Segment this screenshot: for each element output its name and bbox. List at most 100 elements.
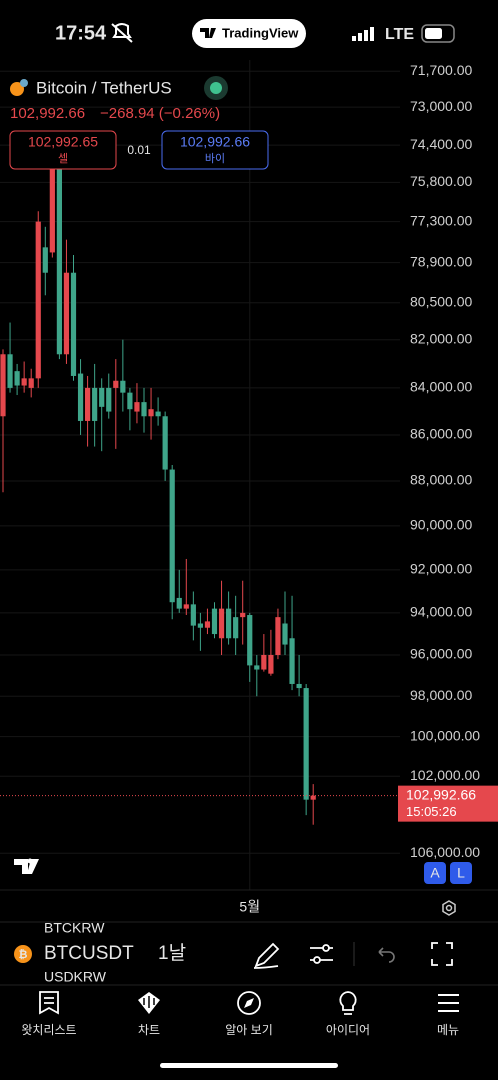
nav-label[interactable]: 왓치리스트 — [21, 1023, 76, 1037]
candle-body — [282, 623, 288, 645]
y-tick-label: 78,900.00 — [410, 253, 472, 269]
y-tick-label: 92,000.00 — [410, 561, 472, 577]
ideas-icon[interactable] — [339, 991, 357, 1015]
candle-body — [127, 392, 133, 410]
y-tick-label: 73,000.00 — [410, 98, 472, 114]
candle-body — [169, 469, 175, 603]
candle-body — [49, 169, 55, 253]
watermark-dot — [27, 858, 33, 864]
candles — [0, 134, 398, 825]
candle-body — [0, 354, 6, 417]
logo-text: TradingView — [222, 25, 299, 40]
nav-label[interactable]: 아이디어 — [326, 1023, 370, 1037]
y-tick-label: 94,000.00 — [410, 604, 472, 620]
candle-body — [42, 247, 48, 273]
indicators-icon[interactable] — [310, 944, 333, 964]
btc-icon — [10, 82, 24, 96]
candle-body — [197, 623, 203, 628]
candle-body — [63, 272, 70, 355]
y-tick-label: 90,000.00 — [410, 517, 472, 533]
y-tick-label: 82,000.00 — [410, 330, 472, 346]
y-tick-label: 71,700.00 — [410, 62, 472, 78]
watchlist-icon[interactable] — [39, 991, 59, 1015]
ghost-symbol: USDKRW — [44, 969, 107, 985]
candle-body — [56, 169, 62, 355]
buy-button[interactable] — [161, 130, 269, 170]
watermark — [14, 859, 39, 874]
ghost-symbol: BTCKRW — [44, 920, 105, 936]
y-tick-label: 106,000.00 — [410, 844, 480, 860]
sell-label: 셀 — [58, 152, 68, 165]
candle-body — [247, 615, 253, 666]
candle-body — [268, 655, 274, 674]
candle-body — [275, 617, 281, 656]
quantity: 0.01 — [127, 143, 151, 157]
candle-body — [85, 387, 91, 421]
y-tick-label: 88,000.00 — [410, 472, 472, 488]
y-tick-label: 74,400.00 — [410, 136, 472, 152]
buy-label: 바이 — [205, 152, 225, 165]
candle-body — [77, 373, 84, 421]
market-dot — [210, 82, 222, 94]
y-tick-label: 100,000.00 — [410, 727, 480, 743]
header-change: −268.94 (−0.26%) — [100, 105, 220, 122]
buy-price: 102,992.66 — [180, 134, 250, 150]
draw-icon[interactable] — [253, 942, 280, 969]
logo-pill — [192, 19, 306, 48]
explore-needle — [244, 998, 254, 1008]
toolbar-interval[interactable]: 1날 — [158, 942, 186, 964]
candle-body — [162, 416, 168, 470]
explore-icon[interactable] — [237, 991, 261, 1015]
log-button[interactable] — [450, 862, 472, 884]
y-tick-label: 77,300.00 — [410, 212, 472, 228]
candle-body — [141, 402, 147, 417]
y-tick-label: 98,000.00 — [410, 687, 472, 703]
fullscreen-icon[interactable] — [431, 942, 453, 966]
y-tick-label: 84,000.00 — [410, 379, 472, 395]
candle-body — [211, 608, 218, 635]
mute-icon — [111, 23, 133, 43]
auto-button[interactable] — [424, 862, 446, 884]
candle-body — [7, 354, 13, 388]
candle-body — [134, 402, 140, 412]
candle-body — [120, 380, 126, 393]
candle-body — [155, 411, 161, 417]
nav-label[interactable]: 알아 보기 — [225, 1023, 273, 1037]
candle-body — [261, 655, 267, 670]
y-tick-label: 102,000.00 — [410, 767, 480, 783]
battery — [421, 24, 455, 43]
candle-body — [289, 638, 295, 684]
undo-icon[interactable] — [378, 947, 395, 963]
y-tick-label: 75,800.00 — [410, 173, 472, 189]
logo-icon — [200, 28, 216, 38]
y-tick-label: 86,000.00 — [410, 426, 472, 442]
candle-body — [113, 380, 119, 388]
settings-icon[interactable] — [442, 900, 456, 916]
candle-body — [92, 387, 98, 421]
candle-body — [310, 795, 316, 800]
network: LTE — [385, 26, 414, 43]
candle-body — [240, 612, 246, 618]
header-price: 102,992.66 — [10, 105, 85, 122]
sell-button[interactable] — [9, 130, 117, 170]
candle-body — [176, 597, 182, 609]
nav-label[interactable]: 메뉴 — [437, 1023, 459, 1037]
candle-body — [218, 608, 225, 639]
candle-body — [254, 665, 260, 670]
candle-body — [28, 378, 34, 388]
home-indicator — [160, 1063, 338, 1068]
candle-body — [190, 604, 196, 626]
btc-glyph: ₿ — [19, 949, 28, 961]
countdown: 15:05:26 — [406, 804, 457, 819]
x-tick-label: 5월 — [239, 899, 260, 915]
y-tick-label: 96,000.00 — [410, 646, 472, 662]
candle-body — [106, 387, 112, 412]
menu-icon[interactable] — [438, 994, 459, 1012]
toolbar-symbol[interactable]: BTCUSDT — [44, 943, 134, 964]
last-price-box — [398, 785, 498, 822]
last-price-label: 102,992.66 — [406, 786, 476, 802]
nav-label[interactable]: 차트 — [138, 1023, 160, 1037]
btc-icon — [14, 945, 32, 963]
